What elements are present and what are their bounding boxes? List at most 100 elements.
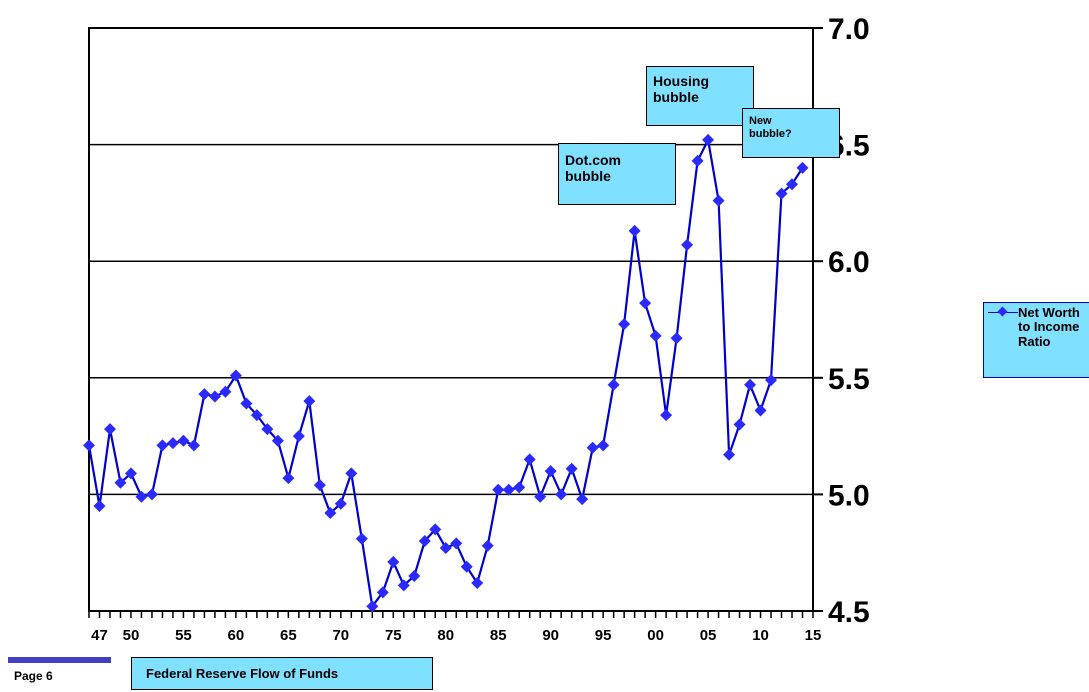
annotation-housing-bubble: Housing bubble [646, 66, 754, 126]
data-point [796, 161, 809, 174]
data-point [418, 535, 431, 548]
data-point [324, 507, 337, 520]
legend-swatch [988, 306, 1018, 318]
data-point [660, 409, 673, 422]
data-point [712, 194, 725, 207]
data-point [576, 493, 589, 506]
x-tick-label: 00 [647, 627, 664, 644]
legend-label: Net Worth to Income Ratio [1018, 305, 1080, 349]
data-point [754, 404, 767, 417]
x-axis: 47 50 55 60 65 70 75 80 85 90 95 00 05 10 15 [88, 611, 822, 644]
x-tick-label: 85 [490, 627, 507, 644]
annotation-dotcom-bubble: Dot.com bubble [558, 143, 676, 205]
x-tick-label: 80 [437, 627, 454, 644]
data-point [786, 178, 799, 191]
data-point [219, 385, 232, 398]
page-label: Page 6 [14, 669, 53, 683]
legend: Net Worth to Income Ratio [983, 302, 1089, 378]
x-tick-label: 05 [700, 627, 717, 644]
data-point [628, 224, 641, 237]
data-point [639, 297, 652, 310]
plot-frame [88, 27, 814, 612]
data-point [597, 439, 610, 452]
data-point [691, 154, 704, 167]
y-tick-label: 6.0 [828, 246, 870, 279]
data-point [555, 488, 568, 501]
gridlines [89, 143, 813, 496]
data-point [397, 579, 410, 592]
data-point [618, 318, 631, 331]
data-point [198, 388, 211, 401]
data-point [187, 439, 200, 452]
data-point [250, 409, 263, 422]
data-point [177, 434, 190, 447]
data-point [450, 537, 463, 550]
source-box: Federal Reserve Flow of Funds [131, 657, 433, 690]
data-point [723, 448, 736, 461]
x-tick-label: 70 [332, 627, 349, 644]
data-point [492, 483, 505, 496]
data-point [345, 467, 358, 480]
data-point [292, 430, 305, 443]
data-point [166, 437, 179, 450]
data-point [261, 423, 274, 436]
data-point [376, 586, 389, 599]
data-point [271, 434, 284, 447]
data-point [408, 570, 421, 583]
data-point [565, 462, 578, 475]
data-point [586, 441, 599, 454]
data-point [303, 395, 316, 408]
data-point [334, 497, 347, 510]
data-point [481, 539, 494, 552]
data-point [702, 133, 715, 146]
data-point [544, 465, 557, 478]
y-tick-label: 4.5 [828, 596, 870, 629]
data-point [387, 556, 400, 569]
x-tick-label: 75 [385, 627, 402, 644]
data-point [439, 542, 452, 555]
data-point [114, 476, 127, 489]
data-point [513, 481, 526, 494]
data-point [229, 369, 242, 382]
y-axis: 7.06.56.05.55.04.5 [813, 13, 870, 629]
data-point [156, 439, 169, 452]
data-point [135, 490, 148, 503]
data-point [523, 453, 536, 466]
data-point [649, 329, 662, 342]
data-point [366, 600, 379, 613]
data-point [607, 378, 620, 391]
data-point [282, 472, 295, 485]
x-tick-label: 95 [595, 627, 612, 644]
data-point [681, 238, 694, 251]
data-point [765, 374, 778, 387]
data-point [208, 390, 221, 403]
data-point [744, 378, 757, 391]
y-tick-label: 7.0 [828, 13, 870, 46]
data-point [240, 397, 253, 410]
data-point [502, 483, 515, 496]
data-point [93, 500, 106, 513]
data-point [733, 418, 746, 431]
data-point [124, 467, 137, 480]
data-point [775, 187, 788, 200]
series-net-worth-to-income [83, 133, 809, 613]
x-tick-label: 50 [123, 627, 140, 644]
data-point [145, 488, 158, 501]
y-tick-label: 5.5 [828, 363, 870, 396]
x-tick-label: 65 [280, 627, 297, 644]
data-point [534, 490, 547, 503]
data-point [83, 439, 95, 452]
data-point [429, 523, 442, 536]
x-tick-label: 15 [805, 627, 822, 644]
x-tick-label: 55 [175, 627, 192, 644]
series-line [87, 138, 804, 608]
data-point [313, 479, 326, 492]
data-point [103, 423, 116, 436]
x-tick-label: 10 [752, 627, 769, 644]
x-tick-label: 47 [91, 627, 108, 644]
page-bar [8, 657, 111, 663]
data-point [355, 532, 368, 545]
x-tick-label: 90 [542, 627, 559, 644]
data-point [670, 332, 683, 345]
